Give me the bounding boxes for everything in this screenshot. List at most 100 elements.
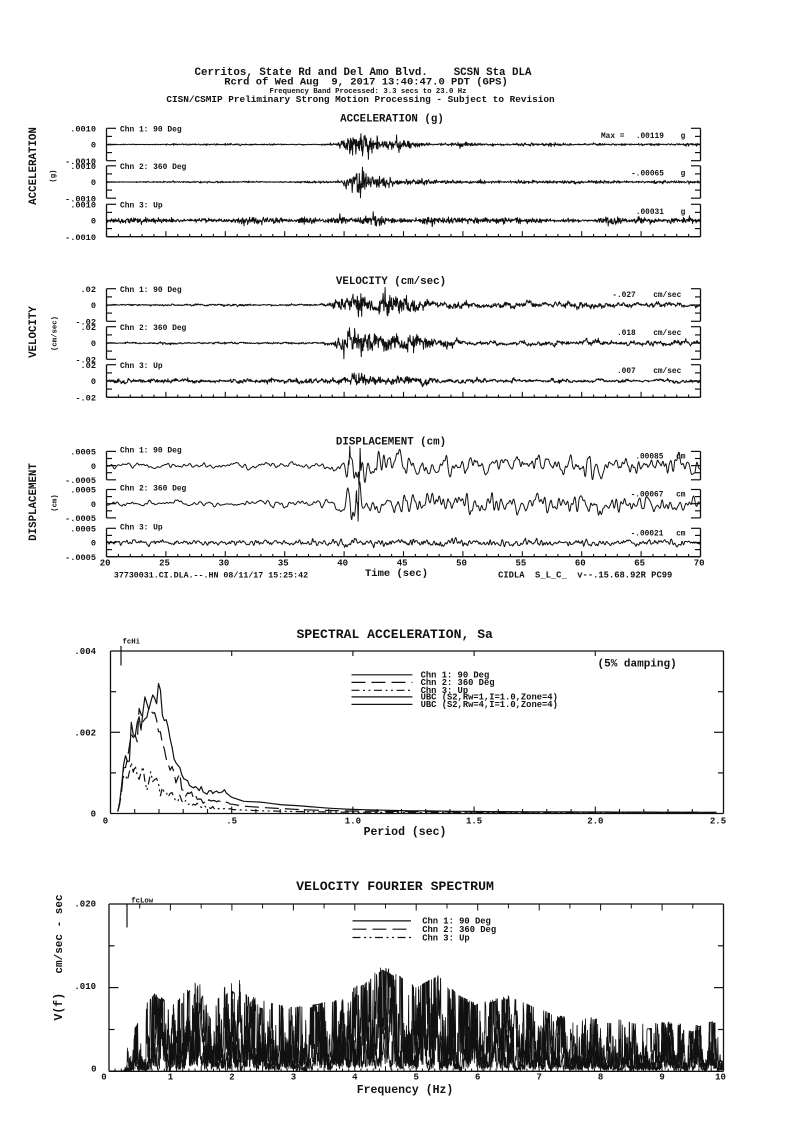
svg-text:.00031: .00031 (636, 209, 664, 217)
svg-text:-.0005: -.0005 (65, 553, 96, 563)
svg-text:.018: .018 (617, 330, 636, 338)
svg-text:Cerritos, State Rd and Del Amo: Cerritos, State Rd and Del Amo Blvd. SCS… (195, 67, 532, 79)
svg-text:Time (sec): Time (sec) (365, 568, 428, 580)
svg-text:0: 0 (91, 1065, 96, 1075)
svg-text:8: 8 (598, 1073, 603, 1083)
svg-text:0: 0 (91, 500, 96, 510)
svg-text:0: 0 (91, 178, 96, 188)
svg-text:SPECTRAL ACCELERATION, Sa: SPECTRAL ACCELERATION, Sa (296, 627, 493, 642)
svg-text:.0005: .0005 (70, 525, 96, 535)
svg-text:-.0010: -.0010 (65, 194, 96, 204)
svg-text:ACCELERATION: ACCELERATION (28, 127, 40, 205)
svg-text:g: g (681, 133, 686, 141)
svg-text:0: 0 (91, 462, 96, 472)
svg-text:Chn 3: Up: Chn 3: Up (120, 524, 163, 533)
svg-text:Chn 2: 360 Deg: Chn 2: 360 Deg (120, 163, 187, 172)
svg-text:cm/sec: cm/sec (653, 368, 681, 376)
svg-text:25: 25 (159, 559, 170, 569)
svg-text:(cm/sec): (cm/sec) (52, 316, 60, 351)
svg-text:ACCELERATION (g): ACCELERATION (g) (340, 114, 444, 126)
svg-text:DISPLACEMENT: DISPLACEMENT (28, 463, 40, 541)
svg-text:UBC (S2,Rw=4,I=1.0,Zone=4): UBC (S2,Rw=4,I=1.0,Zone=4) (421, 700, 558, 710)
svg-text:0: 0 (91, 141, 96, 151)
svg-text:70: 70 (694, 559, 705, 569)
svg-text:40: 40 (337, 559, 348, 569)
svg-text:VELOCITY (cm/sec): VELOCITY (cm/sec) (336, 276, 446, 288)
svg-text:2.0: 2.0 (587, 817, 603, 827)
svg-text:0: 0 (91, 539, 96, 549)
svg-text:37730031.CI.DLA.--.HN 08/11/17: 37730031.CI.DLA.--.HN 08/11/17 15:25:42 (114, 571, 308, 581)
svg-text:Chn 3: Up: Chn 3: Up (422, 933, 470, 943)
svg-text:cm/sec: cm/sec (653, 292, 681, 300)
svg-text:V(f): V(f) (53, 993, 66, 1021)
svg-text:-.02: -.02 (75, 356, 96, 366)
svg-text:VELOCITY FOURIER SPECTRUM: VELOCITY FOURIER SPECTRUM (296, 879, 494, 894)
svg-text:Chn 1: 90 Deg: Chn 1: 90 Deg (120, 126, 182, 135)
svg-text:.0010: .0010 (70, 201, 96, 211)
svg-text:65: 65 (634, 559, 645, 569)
svg-text:0: 0 (91, 810, 96, 820)
svg-text:Chn 1: 90 Deg: Chn 1: 90 Deg (120, 447, 182, 456)
svg-text:cm/sec: cm/sec (653, 330, 681, 338)
svg-text:30: 30 (218, 559, 229, 569)
svg-text:2.5: 2.5 (710, 817, 726, 827)
svg-text:Chn 2: 360 Deg: Chn 2: 360 Deg (120, 324, 187, 333)
svg-text:.0005: .0005 (70, 486, 96, 496)
svg-text:.007: .007 (617, 368, 636, 376)
svg-text:cm: cm (676, 454, 686, 462)
svg-text:.02: .02 (81, 323, 96, 333)
svg-text:g: g (681, 209, 686, 217)
svg-text:35: 35 (278, 559, 289, 569)
svg-text:UBC (S2,Rw=1,I=1.0,Zone=4): UBC (S2,Rw=1,I=1.0,Zone=4) (421, 693, 558, 703)
svg-text:9: 9 (659, 1073, 664, 1083)
svg-text:60: 60 (575, 559, 586, 569)
svg-text:Frequency Band Processed: 3.3: Frequency Band Processed: 3.3 secs to 23… (269, 88, 466, 96)
svg-text:1.5: 1.5 (466, 817, 482, 827)
svg-text:Chn 3: Up: Chn 3: Up (120, 362, 163, 371)
svg-text:0: 0 (91, 301, 96, 311)
svg-text:Chn 1: 90 Deg: Chn 1: 90 Deg (120, 286, 182, 295)
svg-text:cm/sec - sec: cm/sec - sec (54, 894, 66, 973)
svg-text:(g): (g) (50, 169, 58, 182)
svg-text:cm: cm (676, 492, 686, 500)
svg-text:-.00021: -.00021 (631, 531, 664, 539)
svg-text:0: 0 (91, 217, 96, 227)
svg-text:Period (sec): Period (sec) (364, 826, 447, 839)
svg-text:fcHi: fcHi (123, 639, 141, 647)
svg-text:.5: .5 (226, 817, 237, 827)
svg-text:7: 7 (536, 1073, 541, 1083)
svg-text:0: 0 (101, 1073, 106, 1083)
svg-text:6: 6 (475, 1073, 480, 1083)
svg-text:(cm): (cm) (52, 494, 60, 512)
svg-text:0: 0 (91, 339, 96, 349)
svg-text:Rcrd of Wed Aug 9, 2017 13:40: Rcrd of Wed Aug 9, 2017 13:40:47.0 PDT (… (224, 77, 508, 89)
svg-text:-.00065: -.00065 (631, 171, 664, 179)
svg-text:-.0005: -.0005 (65, 476, 96, 486)
svg-text:Frequency (Hz): Frequency (Hz) (357, 1084, 454, 1097)
svg-text:10: 10 (715, 1073, 726, 1083)
svg-text:-.02: -.02 (75, 394, 96, 404)
svg-text:20: 20 (100, 559, 111, 569)
svg-text:CIDLA S_L_C_ v--.15.68.92R P: CIDLA S_L_C_ v--.15.68.92R PC99 (498, 571, 672, 581)
svg-text:Chn 2: 360 Deg: Chn 2: 360 Deg (421, 678, 495, 688)
svg-text:3: 3 (291, 1073, 296, 1083)
svg-text:.002: .002 (74, 729, 96, 739)
svg-text:cm: cm (676, 531, 686, 539)
svg-text:2: 2 (229, 1073, 234, 1083)
svg-text:Chn 3: Up: Chn 3: Up (421, 686, 469, 696)
svg-text:.0010: .0010 (70, 162, 96, 172)
svg-text:Chn 2: 360 Deg: Chn 2: 360 Deg (422, 925, 496, 935)
svg-text:DISPLACEMENT (cm): DISPLACEMENT (cm) (336, 437, 446, 449)
svg-text:VELOCITY: VELOCITY (28, 306, 40, 358)
svg-text:Chn 1: 90 Deg: Chn 1: 90 Deg (422, 917, 491, 927)
svg-text:CISN/CSMIP Preliminary Strong: CISN/CSMIP Preliminary Strong Motion Pro… (166, 94, 555, 105)
svg-text:55: 55 (515, 559, 526, 569)
svg-text:Chn 3: Up: Chn 3: Up (120, 202, 163, 211)
svg-text:0: 0 (103, 817, 108, 827)
svg-text:g: g (681, 171, 686, 179)
svg-text:.00119: .00119 (636, 133, 664, 141)
svg-text:.02: .02 (81, 361, 96, 371)
svg-text:45: 45 (397, 559, 408, 569)
svg-text:-.00067: -.00067 (631, 492, 664, 500)
svg-text:50: 50 (456, 559, 467, 569)
